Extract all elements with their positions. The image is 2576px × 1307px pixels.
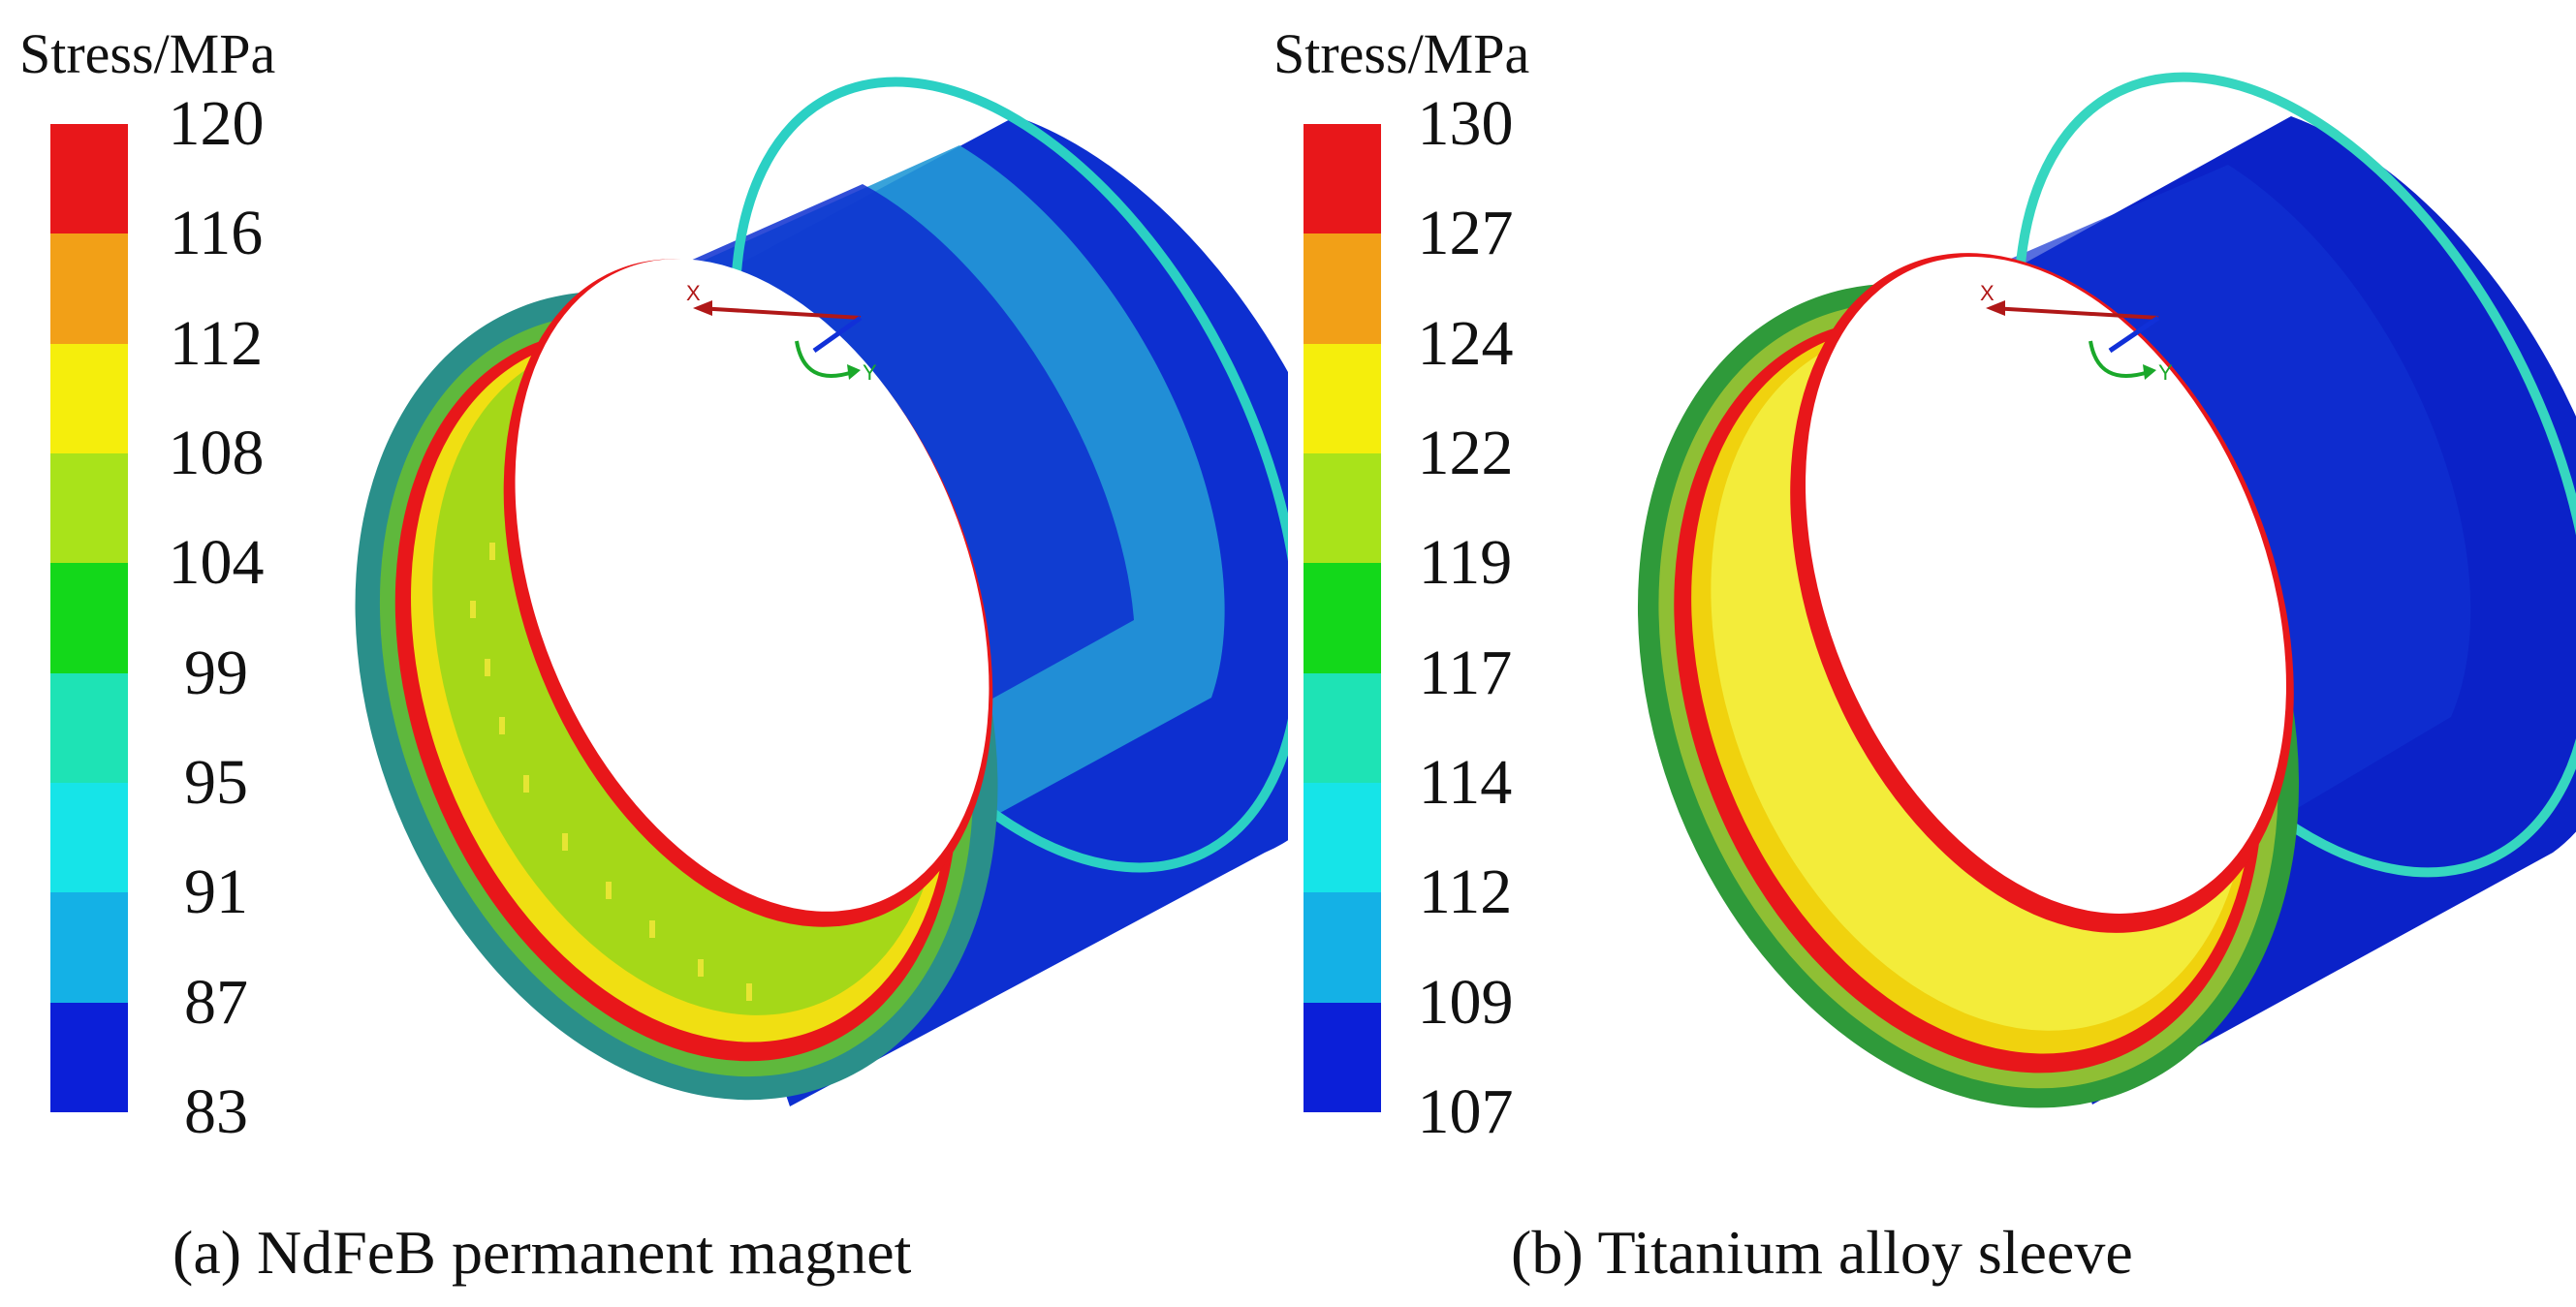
tick-label: 108: [168, 418, 265, 488]
colorbar-band: [1304, 563, 1381, 674]
tick-label: 95: [184, 747, 248, 818]
legend-title: Stress/MPa: [1273, 22, 1530, 85]
colorbar-band: [50, 672, 128, 784]
tick-label: 87: [184, 966, 248, 1038]
colorbar-band: [1304, 892, 1381, 1004]
tick-label: 127: [1417, 198, 1514, 269]
tick-label: 120: [168, 88, 265, 159]
tick-label: 104: [168, 527, 265, 599]
tick-label: 122: [1417, 418, 1514, 488]
tick-label: 83: [184, 1076, 248, 1147]
tick-label: 112: [169, 307, 264, 379]
sleeve-cylinder-model: X Y: [1637, 72, 2576, 1108]
colorbar-band: [1304, 783, 1381, 893]
tick-label: 119: [1418, 527, 1513, 599]
axis-x-label: X: [686, 281, 701, 305]
panel-titanium-sleeve: Stress/MPa 130 127 124 122 119 117 114 1…: [1273, 0, 2576, 1307]
caption: (a) NdFeB permanent magnet: [173, 1218, 912, 1287]
tick-label: 91: [184, 856, 248, 928]
axis-x-label: X: [1980, 281, 1995, 305]
tick-label: 116: [169, 198, 264, 269]
tick-label: 117: [1418, 637, 1513, 708]
colorbar-ticks: 130 127 124 122 119 117 114 112 109 107: [1393, 90, 1538, 1146]
colorbar-band: [1304, 124, 1381, 234]
caption: (b) Titanium alloy sleeve: [1511, 1218, 2133, 1287]
legend-title: Stress/MPa: [19, 22, 276, 85]
magnet-cylinder-model: X Y: [355, 77, 1288, 1106]
colorbar: [50, 124, 128, 1113]
colorbar: [1304, 124, 1381, 1113]
colorbar-band: [50, 783, 128, 893]
panel-ndfeb-magnet: Stress/MPa 120 116 112 108 104 99 95 91 …: [19, 22, 1288, 1287]
colorbar-band: [50, 343, 128, 454]
tick-label: 99: [184, 637, 248, 708]
colorbar-band: [1304, 343, 1381, 454]
tick-label: 130: [1417, 88, 1514, 159]
coordinate-triad: X Y: [1980, 281, 2173, 385]
colorbar-band: [50, 1002, 128, 1113]
axis-y-label: Y: [863, 360, 877, 385]
colorbar-band: [1304, 672, 1381, 784]
colorbar-ticks: 120 116 112 108 104 99 95 91 87 83: [143, 90, 289, 1146]
colorbar-band: [50, 453, 128, 564]
colorbar-band: [50, 563, 128, 674]
tick-label: 114: [1418, 747, 1513, 818]
colorbar-band: [50, 124, 128, 234]
tick-label: 107: [1417, 1076, 1514, 1147]
colorbar-band: [1304, 1002, 1381, 1113]
colorbar-band: [1304, 233, 1381, 345]
coordinate-triad: X Y: [686, 281, 877, 385]
tick-label: 109: [1417, 966, 1514, 1038]
colorbar-band: [1304, 453, 1381, 564]
tick-label: 112: [1418, 856, 1513, 928]
colorbar-band: [50, 892, 128, 1004]
axis-y-label: Y: [2158, 360, 2173, 385]
tick-label: 124: [1417, 307, 1514, 379]
colorbar-band: [50, 233, 128, 345]
